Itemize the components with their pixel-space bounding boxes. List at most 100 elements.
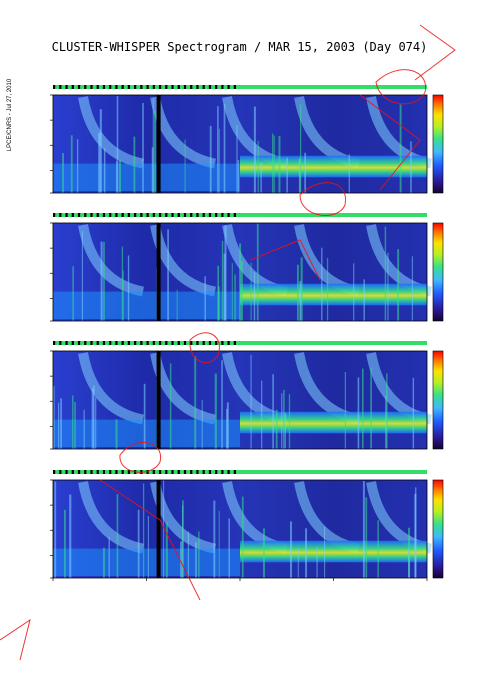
coverage-gap	[140, 85, 143, 89]
burst-line	[74, 401, 76, 449]
burst-line	[324, 526, 326, 578]
coverage-gap	[183, 213, 187, 217]
burst-line	[273, 135, 275, 193]
coverage-gap	[202, 470, 205, 474]
burst-line	[76, 139, 79, 193]
burst-line	[151, 147, 154, 193]
coverage-gap	[84, 213, 87, 217]
coverage-gap	[53, 470, 56, 474]
coverage-gap	[233, 213, 236, 217]
coverage-gap	[152, 85, 155, 89]
coverage-gap	[84, 341, 87, 345]
coverage-gap	[59, 341, 62, 345]
coverage-gap	[77, 341, 81, 345]
annotation-stroke	[249, 239, 321, 281]
coverage-gap	[146, 341, 149, 345]
annotation-circle	[119, 441, 161, 473]
burst-line	[154, 111, 157, 193]
burst-line	[194, 356, 197, 449]
coverage-gap	[127, 341, 130, 345]
annotation-stroke	[414, 24, 456, 81]
coverage-gap	[171, 470, 174, 474]
burst-line	[152, 97, 154, 193]
burst-line	[289, 521, 292, 578]
burst-line	[180, 541, 182, 578]
burst-line	[385, 395, 387, 449]
burst-line	[187, 531, 190, 578]
coverage-gap	[183, 85, 187, 89]
colorbar	[432, 350, 444, 450]
burst-line	[384, 226, 387, 321]
coverage-gap	[53, 341, 56, 345]
burst-line	[353, 263, 355, 321]
coverage-gap	[158, 213, 162, 217]
burst-line	[410, 141, 412, 193]
burst-line	[300, 257, 303, 321]
burst-line	[253, 106, 256, 193]
coverage-gap	[109, 341, 112, 345]
coverage-gap	[84, 470, 87, 474]
burst-line	[127, 255, 130, 321]
burst-line	[62, 153, 64, 193]
burst-line	[272, 374, 274, 449]
burst-line	[272, 133, 274, 193]
burst-line	[284, 412, 286, 449]
burst-line	[365, 497, 368, 578]
burst-line	[213, 500, 216, 578]
burst-line	[54, 481, 57, 578]
burst-line	[239, 243, 242, 321]
data-gap	[156, 95, 161, 193]
intense-band	[240, 411, 427, 434]
coverage-gap	[202, 85, 205, 89]
plot-frame	[52, 350, 428, 450]
coverage-gap	[121, 85, 124, 89]
coverage-gap	[127, 470, 130, 474]
burst-line	[250, 262, 252, 321]
coverage-gap	[196, 470, 199, 474]
coverage-gap	[152, 470, 155, 474]
burst-line	[316, 547, 318, 578]
burst-line	[288, 394, 291, 449]
coverage-gap	[215, 470, 218, 474]
coverage-gap	[59, 470, 62, 474]
burst-line	[137, 509, 140, 578]
burst-line	[298, 158, 301, 193]
coverage-gap	[90, 85, 93, 89]
burst-line	[204, 276, 206, 321]
coverage-gap	[65, 85, 68, 89]
colorbar	[432, 222, 444, 322]
plot-frame	[52, 222, 428, 322]
coverage-gap	[177, 470, 180, 474]
burst-line	[163, 480, 165, 578]
burst-line	[321, 247, 323, 321]
burst-line	[236, 125, 238, 193]
coverage-gap	[134, 213, 137, 217]
data-gap	[156, 351, 161, 449]
burst-line	[348, 154, 350, 193]
colorbar	[432, 94, 444, 194]
coverage-gap	[171, 85, 174, 89]
burst-line	[408, 548, 410, 578]
burst-line	[167, 229, 169, 321]
coverage-gap	[109, 85, 112, 89]
coverage-gap	[71, 85, 74, 89]
panel-c1	[50, 85, 444, 194]
burst-line	[344, 372, 346, 449]
coverage-gap	[177, 341, 180, 345]
coverage-strip	[53, 470, 427, 474]
lowfreq-band	[53, 291, 240, 320]
burst-line	[209, 125, 212, 193]
coverage-gap	[96, 470, 99, 474]
burst-line	[108, 537, 110, 578]
coverage-gap	[233, 470, 236, 474]
coverage-gap	[215, 213, 218, 217]
burst-line	[103, 148, 106, 193]
burst-line	[256, 223, 259, 321]
burst-line	[98, 133, 101, 193]
burst-line	[223, 253, 226, 321]
burst-line	[241, 496, 244, 578]
emission-arc	[78, 352, 145, 425]
burst-line	[182, 500, 184, 578]
burst-line	[226, 408, 228, 449]
